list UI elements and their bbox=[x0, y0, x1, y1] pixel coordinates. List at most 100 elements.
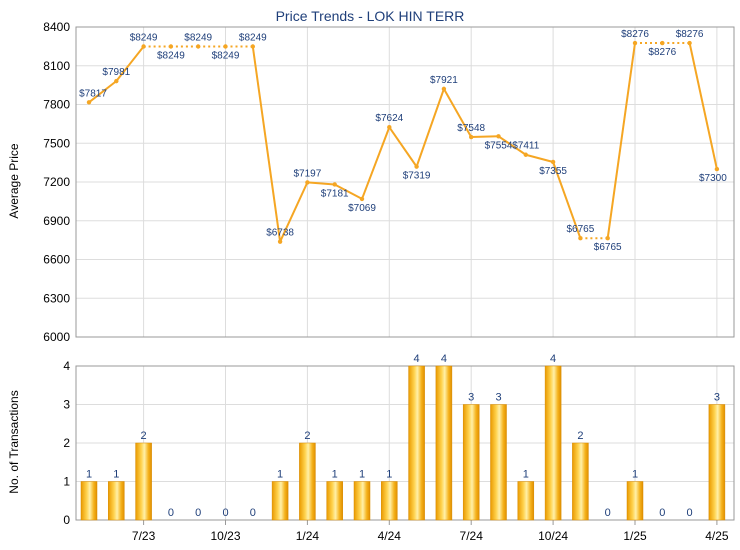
price-point bbox=[578, 235, 583, 241]
transaction-count-label: 2 bbox=[577, 430, 583, 442]
transaction-count-label: 1 bbox=[632, 469, 638, 481]
transaction-bar bbox=[299, 442, 316, 521]
price-data-label: $7300 bbox=[699, 173, 727, 184]
transaction-count-label: 0 bbox=[605, 507, 611, 519]
transaction-count-label: 0 bbox=[250, 507, 256, 519]
transaction-bar bbox=[462, 404, 480, 521]
x-tick-label: 10/23 bbox=[210, 529, 240, 543]
transaction-count-label: 1 bbox=[386, 469, 392, 481]
price-line-segment bbox=[688, 42, 718, 170]
transaction-count-label: 3 bbox=[714, 392, 720, 404]
price-point bbox=[469, 134, 474, 140]
price-point bbox=[114, 78, 119, 84]
price-data-label: $7624 bbox=[375, 113, 403, 124]
price-tick-label: 7800 bbox=[43, 98, 70, 112]
price-point bbox=[277, 239, 283, 244]
transactions-panel: 0 1 2 3 4 7/23 10/23 1/24 4/24 7/24 10/24 1/25 4/25 1… bbox=[63, 353, 735, 543]
chart-title: Price Trends - LOK HIN TERR bbox=[276, 8, 465, 24]
transaction-count-label: 0 bbox=[222, 507, 228, 519]
transactions-tick-label: 1 bbox=[63, 475, 70, 489]
price-panel: 6000 6300 6600 6900 7200 7500 7800 8100 8400 $781… bbox=[43, 20, 735, 344]
transaction-bar bbox=[408, 365, 425, 521]
price-point bbox=[632, 40, 638, 46]
price-point bbox=[387, 125, 392, 130]
price-line-segment bbox=[307, 181, 335, 186]
transaction-bar bbox=[708, 404, 726, 521]
price-point bbox=[441, 86, 447, 92]
price-line-segment bbox=[115, 45, 145, 82]
price-point bbox=[414, 164, 419, 169]
price-data-label: $8249 bbox=[130, 33, 158, 44]
price-line-segment bbox=[88, 80, 117, 104]
price-tick-label: 6300 bbox=[43, 291, 70, 305]
price-line-segment bbox=[279, 181, 309, 243]
price-tick-label: 6900 bbox=[43, 214, 70, 228]
transaction-bar bbox=[626, 481, 644, 521]
price-data-label: $7921 bbox=[430, 75, 458, 86]
price-data-label: $8276 bbox=[676, 29, 704, 40]
price-point bbox=[687, 40, 692, 46]
price-point bbox=[250, 44, 255, 49]
price-tick-label: 8100 bbox=[43, 59, 70, 73]
price-tick-label: 6600 bbox=[43, 253, 70, 267]
price-data-label: $7181 bbox=[321, 188, 349, 199]
price-point bbox=[332, 182, 337, 187]
transaction-bar bbox=[572, 442, 589, 521]
x-tick-label: 7/24 bbox=[460, 529, 484, 543]
transactions-plot-frame bbox=[75, 365, 735, 521]
price-line-segment bbox=[525, 153, 554, 163]
price-line-segment bbox=[497, 135, 527, 156]
price-point bbox=[305, 180, 310, 185]
transaction-bar bbox=[108, 481, 125, 521]
price-tick-label: 8400 bbox=[43, 20, 70, 34]
price-point bbox=[550, 159, 556, 165]
price-data-label: $8276 bbox=[648, 47, 676, 58]
price-point bbox=[168, 44, 174, 49]
transaction-count-label: 1 bbox=[359, 469, 365, 481]
transaction-bar bbox=[435, 365, 453, 521]
transaction-bar bbox=[381, 481, 398, 521]
price-data-label: $7411 bbox=[512, 141, 540, 152]
transaction-bar bbox=[80, 481, 98, 521]
price-line-segment bbox=[471, 135, 499, 139]
price-tick-label: 7200 bbox=[43, 175, 70, 189]
price-line-segment bbox=[361, 126, 391, 200]
x-tick-label: 4/25 bbox=[705, 529, 729, 543]
price-data-label: $7554 bbox=[485, 140, 513, 151]
price-data-label: $7548 bbox=[457, 123, 485, 134]
transaction-bar bbox=[326, 481, 343, 521]
price-point bbox=[196, 44, 201, 49]
transaction-count-label: 4 bbox=[441, 353, 447, 365]
price-data-label: $7817 bbox=[79, 88, 107, 99]
transaction-bar bbox=[544, 365, 562, 521]
transaction-count-label: 4 bbox=[550, 353, 556, 365]
price-data-label: $8249 bbox=[184, 33, 212, 44]
price-point bbox=[359, 196, 365, 202]
transaction-count-label: 0 bbox=[659, 507, 665, 519]
transactions-tick-label: 0 bbox=[63, 513, 70, 527]
price-point bbox=[523, 152, 528, 157]
price-data-label: $7197 bbox=[293, 168, 321, 179]
transaction-count-label: 4 bbox=[414, 353, 420, 365]
x-tick-label: 7/23 bbox=[132, 529, 156, 543]
price-data-label: $8249 bbox=[239, 33, 267, 44]
price-point bbox=[605, 235, 610, 241]
transaction-bar bbox=[135, 442, 152, 521]
transactions-tick-label: 3 bbox=[63, 398, 70, 412]
price-data-label: $7069 bbox=[348, 203, 376, 214]
price-point bbox=[141, 44, 146, 49]
transaction-bar bbox=[353, 481, 371, 521]
price-data-label: $6765 bbox=[594, 242, 622, 253]
price-point bbox=[496, 134, 501, 139]
x-tick-label: 10/24 bbox=[538, 529, 568, 543]
x-tick-label: 4/24 bbox=[378, 529, 402, 543]
transaction-bar bbox=[271, 481, 289, 521]
transaction-count-label: 3 bbox=[495, 392, 501, 404]
price-line-segment bbox=[251, 46, 282, 242]
price-line-segment bbox=[606, 42, 636, 239]
price-data-label: $6765 bbox=[566, 224, 594, 235]
price-line-segment bbox=[443, 88, 473, 138]
price-data-label: $6738 bbox=[266, 228, 294, 239]
transaction-count-label: 2 bbox=[304, 430, 310, 442]
